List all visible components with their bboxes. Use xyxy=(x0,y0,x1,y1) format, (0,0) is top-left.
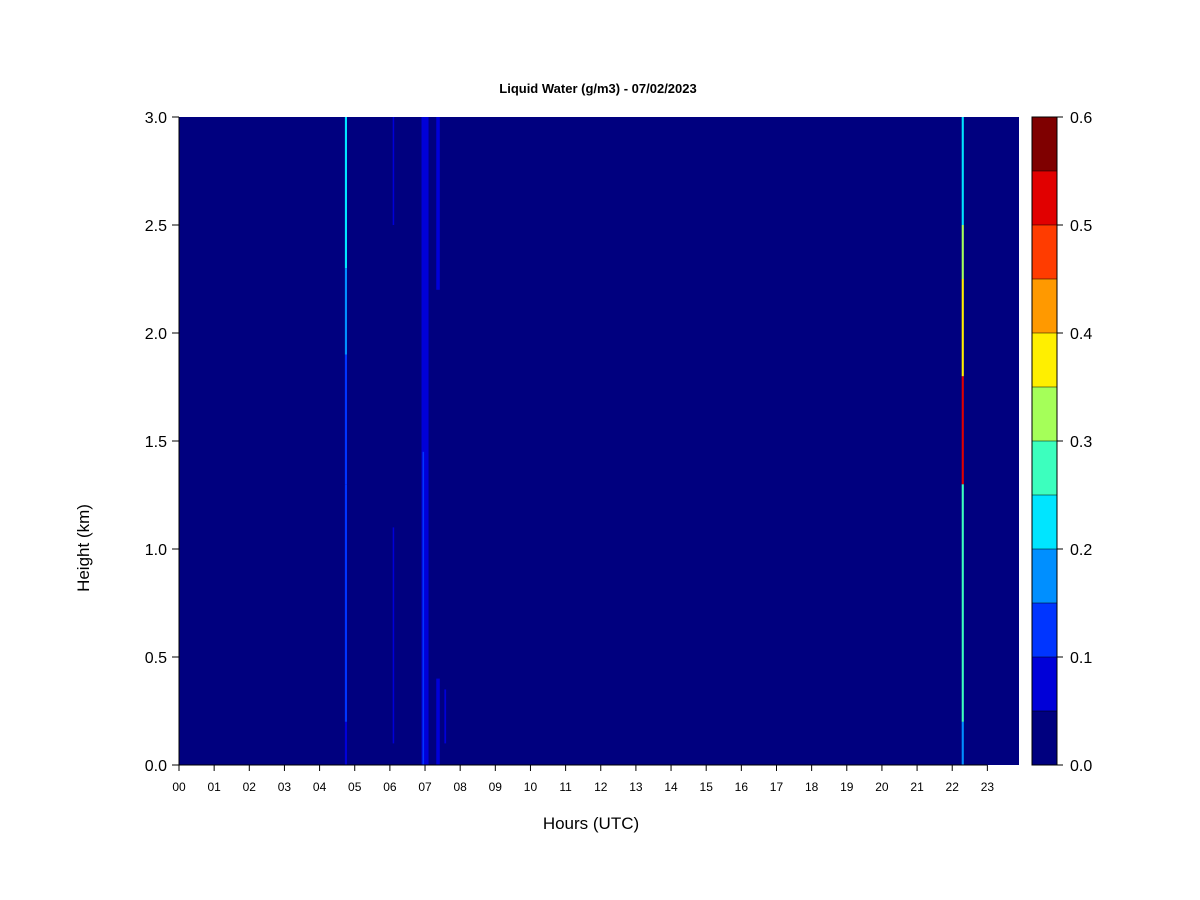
colorbar-bin xyxy=(1032,495,1057,549)
y-tick-label: 3.0 xyxy=(145,110,167,127)
heatmap-cell xyxy=(344,268,347,355)
colorbar-tick-label: 0.6 xyxy=(1070,110,1092,127)
y-tick-label: 1.5 xyxy=(145,434,167,451)
x-tick-label: 21 xyxy=(910,780,924,794)
colorbar-bin xyxy=(1032,657,1057,711)
x-tick-label: 15 xyxy=(700,780,714,794)
heatmap-cell xyxy=(344,484,347,722)
x-tick-label: 11 xyxy=(559,780,572,794)
heatmap-cell xyxy=(392,527,395,744)
heatmap-cell xyxy=(422,451,425,765)
x-tick-label: 14 xyxy=(664,780,678,794)
heatmap-cell xyxy=(344,721,347,765)
x-tick-label: 09 xyxy=(489,780,503,794)
colorbar-bin xyxy=(1032,441,1057,495)
y-tick-label: 0.5 xyxy=(145,650,167,667)
colorbar-tick-label: 0.3 xyxy=(1070,434,1092,451)
heatmap-cell xyxy=(961,279,964,377)
colorbar-bin xyxy=(1032,117,1057,171)
x-tick-label: 07 xyxy=(418,780,432,794)
y-tick-label: 0.0 xyxy=(145,758,167,775)
heatmap-cell xyxy=(961,484,964,722)
x-tick-label: 13 xyxy=(629,780,643,794)
x-tick-label: 00 xyxy=(172,780,186,794)
x-tick-label: 04 xyxy=(313,780,327,794)
x-tick-label: 23 xyxy=(981,780,995,794)
x-tick-label: 17 xyxy=(770,780,784,794)
colorbar-tick-label: 0.1 xyxy=(1070,650,1092,667)
x-tick-label: 03 xyxy=(278,780,292,794)
x-tick-label: 12 xyxy=(594,780,608,794)
y-tick-label: 2.0 xyxy=(145,326,167,343)
heatmap-cell xyxy=(961,117,964,225)
x-axis-label: Hours (UTC) xyxy=(543,814,639,833)
colorbar-tick-label: 0.0 xyxy=(1070,758,1092,775)
heatmap-cell xyxy=(344,117,347,269)
y-tick-label: 2.5 xyxy=(145,218,167,235)
heatmap-cell xyxy=(961,225,964,279)
heatmap-cell xyxy=(444,689,447,744)
x-axis: 00 01 02 03 04 05 06 07 08 09 10 11 12 13 14 15 16 17 18 19… xyxy=(172,764,995,794)
heatmap-cell xyxy=(961,721,964,765)
colorbar-bin xyxy=(1032,549,1057,603)
plot-area xyxy=(179,117,1019,765)
colorbar-bin xyxy=(1032,279,1057,333)
heatmap-cell xyxy=(436,117,440,290)
x-tick-label: 08 xyxy=(453,780,467,794)
x-tick-label: 10 xyxy=(524,780,538,794)
x-tick-label: 05 xyxy=(348,780,362,794)
y-tick-label: 1.0 xyxy=(145,542,167,559)
chart-title: Liquid Water (g/m3) - 07/02/2023 xyxy=(499,81,696,96)
x-tick-label: 06 xyxy=(383,780,397,794)
x-tick-label: 16 xyxy=(735,780,749,794)
heatmap-cell xyxy=(961,376,964,485)
x-tick-label: 18 xyxy=(805,780,819,794)
colorbar-tick-label: 0.4 xyxy=(1070,326,1092,343)
heatmap-cell xyxy=(344,354,347,485)
colorbar-bin xyxy=(1032,171,1057,225)
colorbar-bin xyxy=(1032,225,1057,279)
heatmap-cell xyxy=(436,678,440,765)
colorbar-tick-label: 0.5 xyxy=(1070,218,1092,235)
x-tick-label: 19 xyxy=(840,780,854,794)
colorbar-tick-label: 0.2 xyxy=(1070,542,1092,559)
colorbar-bin xyxy=(1032,387,1057,441)
heatmap-cell xyxy=(392,117,395,225)
x-tick-label: 02 xyxy=(243,780,257,794)
colorbar: 0.0 0.1 0.2 0.3 0.4 0.5 0.6 xyxy=(1031,110,1092,775)
x-tick-label: 22 xyxy=(946,780,960,794)
colorbar-bin xyxy=(1032,333,1057,387)
y-axis: 0.0 0.5 1.0 1.5 2.0 2.5 3.0 xyxy=(145,110,180,775)
heatmap-background xyxy=(179,117,1019,765)
colorbar-bin xyxy=(1032,603,1057,657)
y-axis-label: Height (km) xyxy=(74,504,93,592)
colorbar-bin xyxy=(1032,711,1057,765)
heatmap-cell xyxy=(421,117,429,765)
x-tick-label: 20 xyxy=(875,780,889,794)
x-tick-label: 01 xyxy=(207,780,221,794)
